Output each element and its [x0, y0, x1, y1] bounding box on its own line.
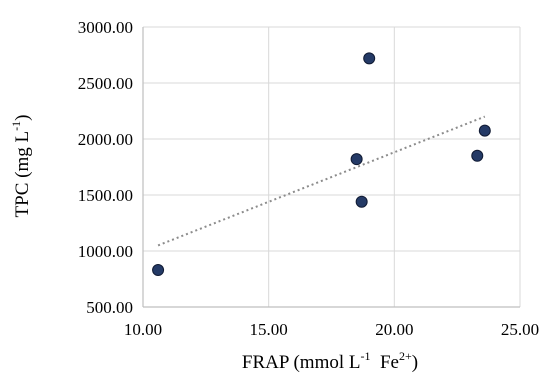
y-tick-labels: 500.00 1000.00 1500.00 2000.00 2500.00 3000.0… — [78, 18, 133, 317]
trendline-group — [157, 115, 486, 247]
gridlines — [143, 26, 521, 307]
data-point — [471, 149, 484, 162]
data-point — [363, 52, 376, 65]
x-tick-label: 20.00 — [375, 320, 413, 339]
y-tick-label: 2000.00 — [78, 130, 133, 149]
data-points — [152, 52, 491, 277]
data-point — [355, 195, 368, 208]
trendline — [157, 115, 486, 247]
axes — [142, 27, 520, 308]
y-tick-label: 1000.00 — [78, 242, 133, 261]
x-axis-label: FRAP (mmol L-1 Fe2+) — [242, 349, 418, 373]
data-point — [478, 124, 491, 137]
x-tick-label: 15.00 — [250, 320, 288, 339]
x-tick-label: 25.00 — [501, 320, 539, 339]
y-tick-label: 500.00 — [86, 298, 133, 317]
x-tick-labels: 10.00 15.00 20.00 25.00 — [124, 320, 539, 339]
y-tick-label: 1500.00 — [78, 186, 133, 205]
data-point — [152, 264, 165, 277]
x-tick-label: 10.00 — [124, 320, 162, 339]
y-tick-label: 3000.00 — [78, 18, 133, 37]
y-axis-label: TPC (mg L-1) — [9, 115, 33, 218]
y-tick-label: 2500.00 — [78, 74, 133, 93]
data-point — [350, 153, 363, 166]
